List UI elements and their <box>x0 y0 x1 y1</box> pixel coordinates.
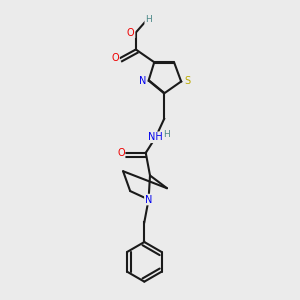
Text: H: H <box>164 130 170 139</box>
Text: N: N <box>145 194 152 205</box>
Text: O: O <box>111 53 119 63</box>
Text: NH: NH <box>148 132 163 142</box>
Text: O: O <box>117 148 125 158</box>
Text: O: O <box>127 28 135 38</box>
Text: H: H <box>145 15 152 24</box>
Text: N: N <box>139 76 146 85</box>
Text: S: S <box>184 76 190 86</box>
